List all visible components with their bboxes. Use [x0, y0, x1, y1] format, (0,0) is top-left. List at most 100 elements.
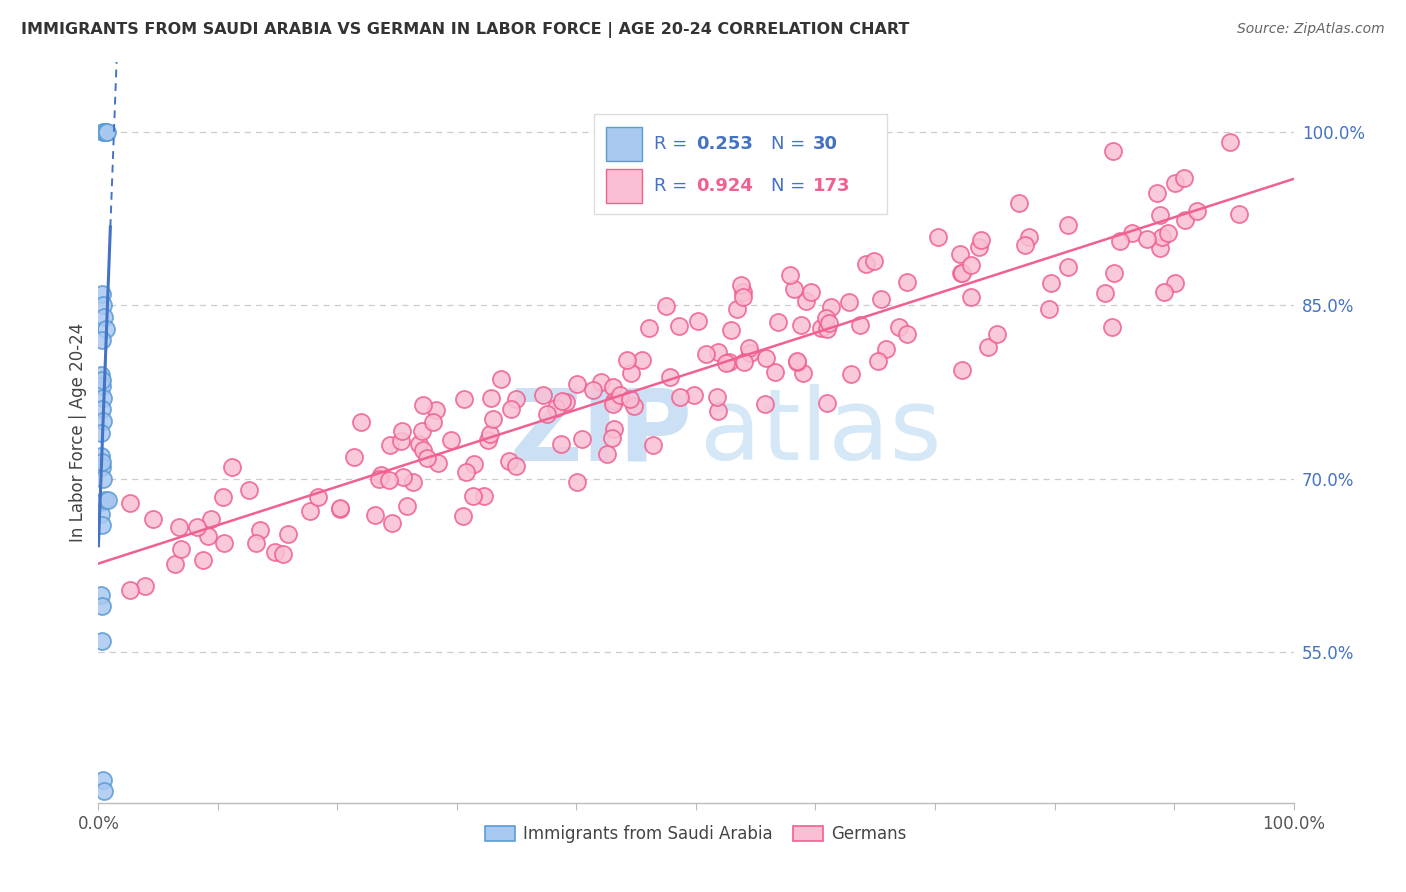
Point — [688, 314, 710, 328]
Point — [786, 354, 808, 368]
Point — [551, 393, 574, 408]
Point — [91, 518, 114, 533]
Point — [839, 367, 862, 381]
Point — [582, 383, 605, 397]
Point — [1153, 285, 1175, 299]
Point — [93, 493, 115, 508]
Point — [707, 345, 730, 359]
Point — [505, 392, 527, 406]
Point — [731, 285, 754, 299]
Text: atlas: atlas — [700, 384, 941, 481]
Text: N =: N = — [772, 135, 811, 153]
Point — [1056, 218, 1078, 232]
Point — [658, 370, 681, 384]
Point — [1136, 231, 1159, 245]
Point — [307, 490, 329, 504]
Point — [815, 311, 838, 326]
FancyBboxPatch shape — [606, 169, 643, 203]
Point — [683, 388, 706, 402]
Point — [838, 295, 860, 310]
Point — [970, 233, 993, 247]
Point — [412, 443, 434, 458]
Point — [461, 490, 484, 504]
Text: R =: R = — [654, 135, 693, 153]
Point — [1101, 145, 1123, 159]
Point — [631, 352, 654, 367]
Point — [90, 373, 112, 387]
Point — [91, 333, 114, 347]
Point — [818, 316, 841, 330]
Point — [91, 125, 114, 139]
Point — [986, 327, 1008, 342]
Point — [815, 396, 838, 410]
Point — [477, 433, 499, 447]
Point — [887, 319, 910, 334]
Point — [782, 282, 804, 296]
Point — [976, 340, 998, 354]
Point — [616, 352, 638, 367]
Point — [90, 425, 112, 440]
Point — [567, 475, 589, 489]
Point — [1185, 203, 1208, 218]
Point — [200, 512, 222, 526]
Point — [453, 392, 475, 406]
Point — [249, 523, 271, 537]
Point — [416, 450, 439, 465]
Point — [733, 290, 755, 304]
Point — [392, 469, 415, 483]
Point — [695, 347, 717, 361]
Y-axis label: In Labor Force | Age 20-24: In Labor Force | Age 20-24 — [69, 323, 87, 542]
Point — [596, 447, 619, 461]
Point — [381, 516, 404, 530]
Point — [810, 321, 832, 335]
Point — [91, 379, 114, 393]
Point — [91, 454, 114, 468]
Point — [396, 500, 419, 514]
Point — [1157, 226, 1180, 240]
Point — [730, 278, 752, 293]
Point — [1173, 170, 1195, 185]
Point — [544, 401, 567, 416]
Point — [426, 456, 449, 470]
Point — [1008, 195, 1031, 210]
Point — [134, 579, 156, 593]
Point — [641, 438, 664, 452]
Point — [277, 526, 299, 541]
Point — [380, 438, 402, 452]
Point — [738, 341, 761, 355]
Point — [91, 633, 114, 648]
Text: 173: 173 — [813, 178, 851, 195]
Point — [186, 520, 208, 534]
Point — [707, 404, 730, 418]
Point — [94, 321, 117, 335]
Point — [91, 599, 114, 614]
Point — [868, 354, 890, 368]
Point — [725, 301, 748, 316]
Point — [478, 427, 501, 442]
Point — [603, 394, 626, 409]
Point — [896, 326, 918, 341]
Point — [619, 392, 641, 407]
Point — [271, 547, 294, 561]
Point — [1163, 176, 1185, 190]
Point — [91, 286, 114, 301]
Point — [238, 483, 260, 498]
Point — [94, 125, 117, 139]
Point — [197, 528, 219, 542]
Point — [927, 230, 949, 244]
Point — [408, 437, 430, 451]
Point — [422, 415, 444, 429]
Point — [960, 258, 983, 272]
Point — [120, 582, 142, 597]
Point — [370, 467, 392, 482]
Point — [93, 310, 115, 324]
Point — [451, 508, 474, 523]
Point — [720, 323, 742, 337]
Point — [1014, 238, 1036, 252]
Point — [786, 355, 808, 369]
Point — [90, 449, 112, 463]
Text: ZIP: ZIP — [509, 384, 692, 481]
Point — [425, 403, 447, 417]
Point — [602, 397, 624, 411]
Text: IMMIGRANTS FROM SAUDI ARABIA VS GERMAN IN LABOR FORCE | AGE 20-24 CORRELATION CH: IMMIGRANTS FROM SAUDI ARABIA VS GERMAN I… — [21, 22, 910, 38]
